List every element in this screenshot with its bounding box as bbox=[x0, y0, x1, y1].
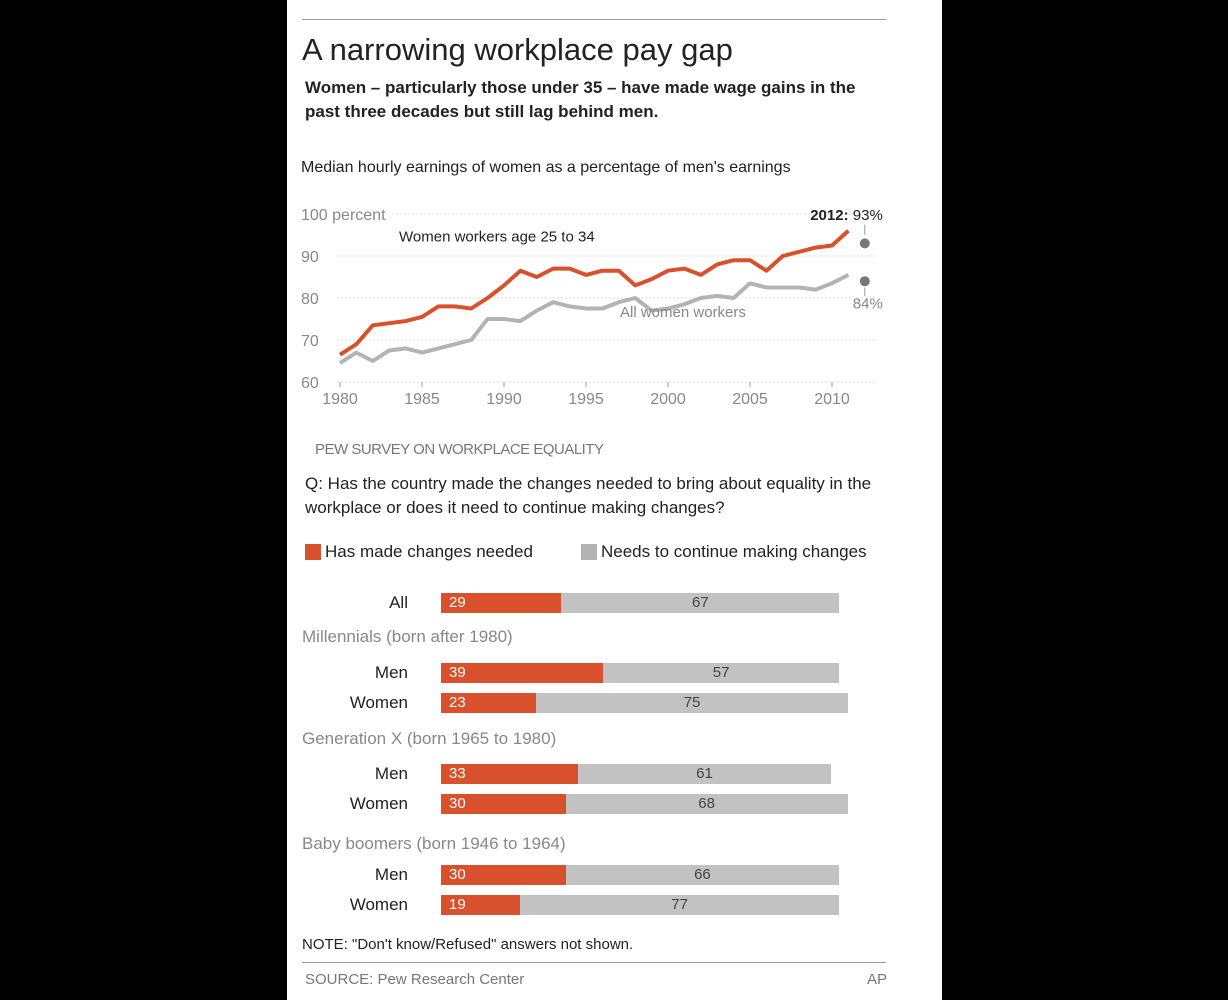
group-label: Millennials (born after 1980) bbox=[302, 627, 513, 646]
subtitle: Women – particularly those under 35 – ha… bbox=[305, 78, 856, 121]
bar-made: 19 bbox=[441, 895, 520, 915]
row-label: Women bbox=[349, 693, 408, 712]
endpoint-dot bbox=[859, 238, 870, 249]
survey-section-label: PEW SURVEY ON WORKPLACE EQUALITY bbox=[315, 441, 604, 458]
bar-made: 33 bbox=[441, 764, 578, 784]
bar-continue: 77 bbox=[519, 895, 840, 915]
survey-question: Q: Has the country made the changes need… bbox=[305, 474, 872, 517]
x-tick-label: 1985 bbox=[404, 391, 440, 408]
credit: AP bbox=[867, 971, 888, 988]
chart-title: Median hourly earnings of women as a per… bbox=[301, 159, 791, 176]
title: A narrowing workplace pay gap bbox=[302, 32, 733, 67]
endpoint-year: 2012: bbox=[810, 207, 853, 224]
source: SOURCE: Pew Research Center bbox=[305, 971, 525, 988]
legend-swatch-gray bbox=[581, 544, 597, 560]
bar-row: All 29 67 bbox=[287, 593, 942, 615]
bar-made: 30 bbox=[441, 794, 566, 814]
series-line-age-25-34 bbox=[338, 229, 850, 357]
bar-row: Men 33 61 bbox=[287, 764, 942, 786]
bar-row: Men 30 66 bbox=[287, 865, 942, 887]
legend-label: Needs to continue making changes bbox=[601, 542, 867, 561]
row-label: Women bbox=[349, 895, 408, 914]
top-rule bbox=[302, 19, 886, 20]
endpoint-value: 93% bbox=[853, 207, 883, 224]
x-tick-label: 2000 bbox=[650, 391, 686, 408]
bar-row: Women 23 75 bbox=[287, 693, 942, 715]
bottom-rule bbox=[302, 962, 886, 963]
x-tick-label: 2010 bbox=[814, 391, 850, 408]
note: NOTE: "Don't know/Refused" answers not s… bbox=[302, 936, 634, 953]
legend-label: Has made changes needed bbox=[325, 542, 533, 561]
bar-made: 29 bbox=[441, 593, 562, 613]
bar-continue: 75 bbox=[536, 693, 848, 713]
bar-continue: 57 bbox=[602, 663, 840, 683]
x-tick-label: 2005 bbox=[732, 391, 768, 408]
y-tick-label: 90 bbox=[301, 249, 319, 266]
bar-row: Women 30 68 bbox=[287, 794, 942, 816]
x-tick-label: 1995 bbox=[568, 391, 604, 408]
row-label: Women bbox=[349, 794, 408, 813]
bar-continue: 67 bbox=[561, 593, 840, 613]
legend-continue: Needs to continue making changes bbox=[581, 542, 867, 562]
legend-made: Has made changes needed bbox=[305, 542, 533, 562]
bar-made: 39 bbox=[441, 663, 603, 683]
bar-made: 23 bbox=[441, 693, 537, 713]
y-tick-label: 70 bbox=[301, 333, 319, 350]
bar-row: Men 39 57 bbox=[287, 663, 942, 685]
row-label: Men bbox=[374, 764, 408, 783]
y-tick-label: 60 bbox=[301, 375, 319, 392]
endpoint-dot bbox=[859, 276, 870, 287]
y-tick-label: 100 percent bbox=[301, 207, 386, 224]
series-label-all-women: All women workers bbox=[620, 304, 746, 321]
bar-row: Women 19 77 bbox=[287, 895, 942, 917]
bar-continue: 61 bbox=[577, 764, 832, 784]
legend-swatch-orange bbox=[305, 544, 321, 560]
row-label: Men bbox=[374, 865, 408, 884]
bar-continue: 68 bbox=[565, 794, 848, 814]
x-tick-label: 1980 bbox=[322, 391, 358, 408]
bar-made: 30 bbox=[441, 865, 566, 885]
endpoint-label-2012: 2012: 93% bbox=[810, 207, 883, 224]
series-line-all-women bbox=[338, 273, 850, 365]
series-label-age-25-34: Women workers age 25 to 34 bbox=[399, 228, 595, 245]
row-label: All bbox=[389, 593, 408, 612]
bar-continue: 66 bbox=[565, 865, 840, 885]
endpoint-label-84: 84% bbox=[853, 296, 883, 313]
group-label: Baby boomers (born 1946 to 1964) bbox=[302, 834, 566, 853]
infographic: A narrowing workplace pay gap Women – pa… bbox=[287, 0, 942, 1000]
x-tick-label: 1990 bbox=[486, 391, 522, 408]
row-label: Men bbox=[374, 663, 408, 682]
group-label: Generation X (born 1965 to 1980) bbox=[302, 729, 557, 748]
y-tick-label: 80 bbox=[301, 291, 319, 308]
